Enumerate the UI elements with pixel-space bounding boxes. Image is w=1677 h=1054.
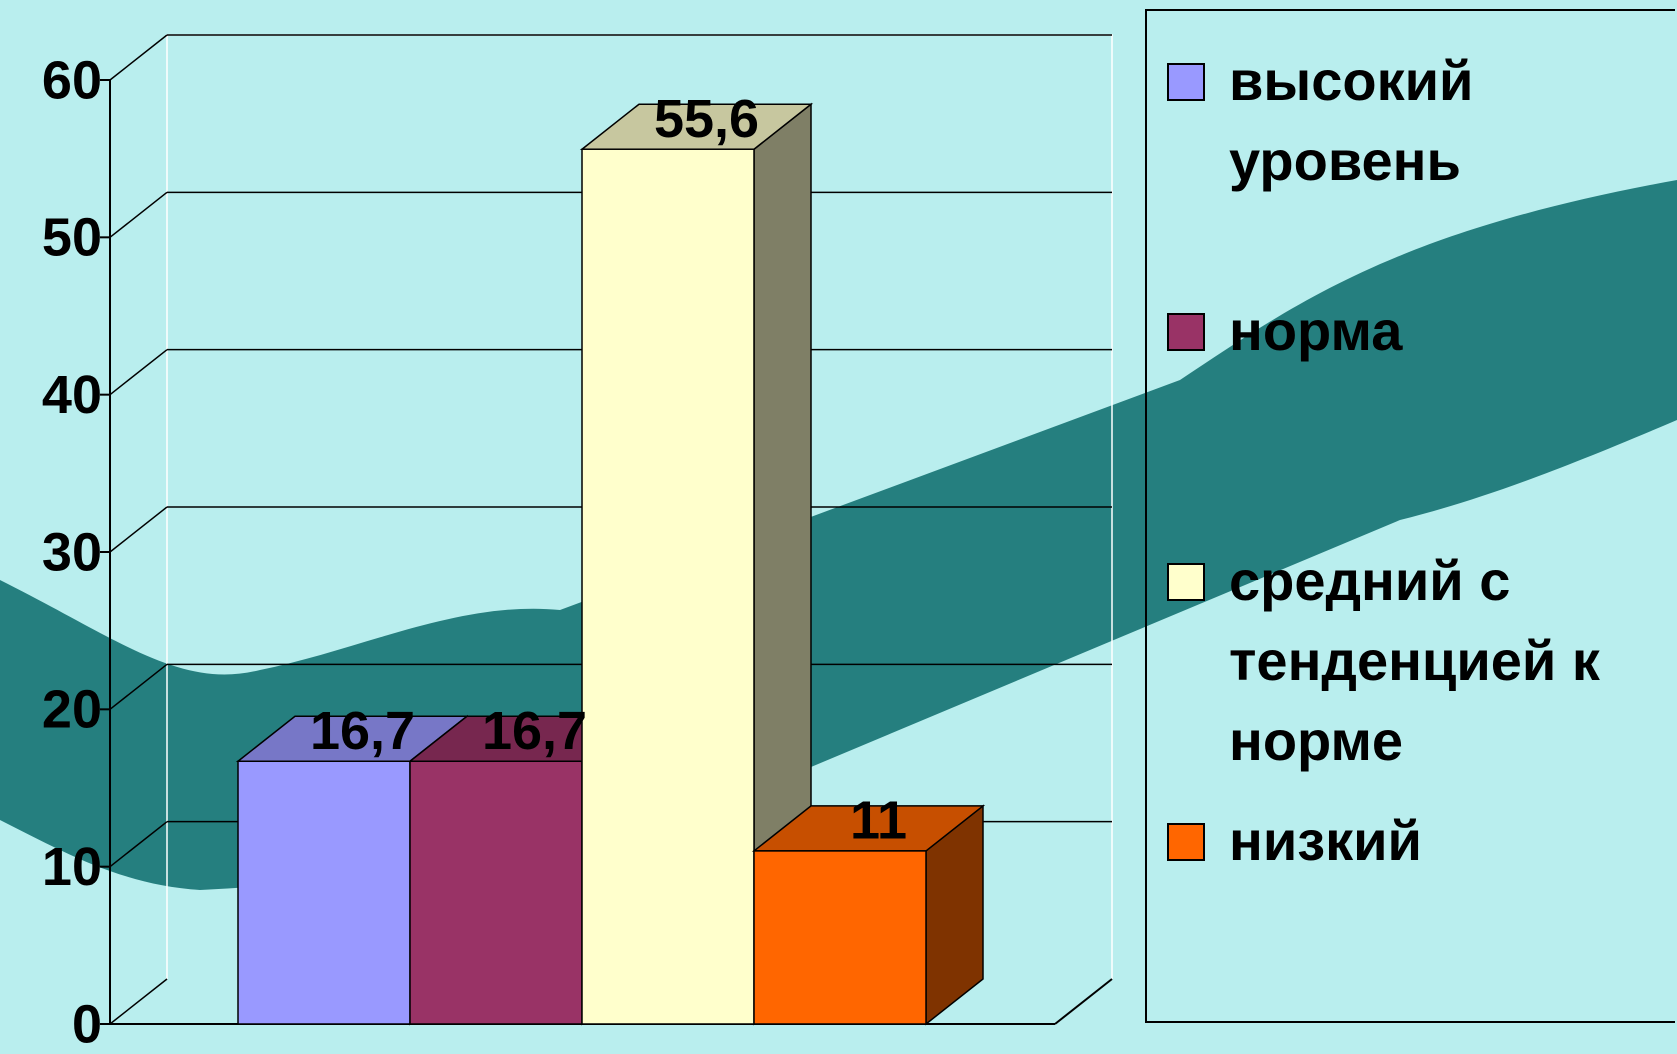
legend-label: низкий	[1229, 801, 1677, 881]
bar	[582, 149, 754, 1024]
value-label: 55,6	[654, 89, 759, 149]
y-tick-label: 10	[42, 837, 102, 897]
legend-swatch	[1167, 313, 1205, 351]
y-tick-label: 50	[42, 208, 102, 268]
page: 0 10 20 30 40 50 60 16,7 16,7 55,6 11 высокий уров…	[0, 0, 1677, 1054]
y-tick-label: 30	[42, 522, 102, 582]
floor-edge	[1055, 979, 1112, 1024]
grid-line	[110, 979, 167, 1024]
legend-swatch	[1167, 823, 1205, 861]
grid-line	[110, 350, 167, 395]
legend-swatch	[1167, 563, 1205, 601]
grid-line	[110, 507, 167, 552]
value-label: 16,7	[482, 701, 587, 761]
grid-line	[110, 35, 167, 80]
legend-label: норма	[1229, 291, 1677, 371]
y-tick-label: 40	[42, 365, 102, 425]
bar	[410, 761, 582, 1024]
value-label: 16,7	[310, 701, 415, 761]
y-tick-label: 60	[42, 50, 102, 110]
grid-line	[110, 192, 167, 237]
y-tick-label: 20	[42, 680, 102, 740]
legend-label: высокий уровень	[1229, 41, 1677, 201]
y-tick-label: 0	[72, 994, 102, 1054]
legend-label: средний с тенденцией к норме	[1229, 541, 1677, 781]
bar	[238, 761, 410, 1024]
legend: высокий уровень норма средний с тенденцией…	[1145, 9, 1675, 1023]
value-label: 11	[850, 791, 907, 851]
bar	[754, 851, 926, 1024]
legend-swatch	[1167, 63, 1205, 101]
